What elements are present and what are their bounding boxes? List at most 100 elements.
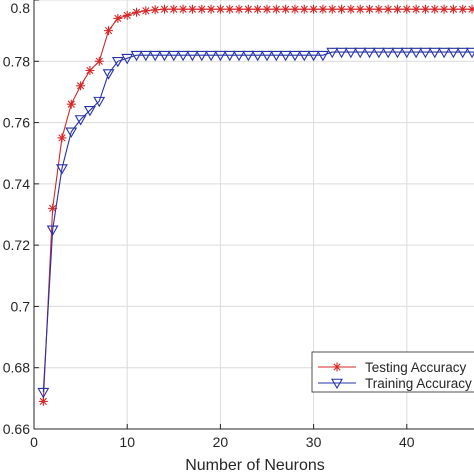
data-point bbox=[430, 4, 440, 14]
data-point bbox=[467, 4, 474, 14]
data-point bbox=[447, 47, 460, 59]
data-point bbox=[410, 47, 423, 59]
data-point bbox=[177, 50, 190, 62]
data-point bbox=[85, 65, 95, 75]
tick-labels: 0 10 20 30 40 0.66 0.68 0.7 0.72 0.74 0.76 0.78 0.8 bbox=[3, 0, 415, 450]
data-point bbox=[57, 133, 67, 143]
series-line-1 bbox=[42, 51, 474, 393]
data-point bbox=[299, 4, 309, 14]
data-point bbox=[121, 53, 134, 65]
data-point bbox=[141, 6, 151, 16]
data-point bbox=[242, 50, 255, 62]
data-point bbox=[344, 47, 357, 59]
data-point bbox=[38, 396, 48, 406]
data-point bbox=[139, 50, 152, 62]
data-point bbox=[281, 4, 291, 14]
legend-marker-1 bbox=[331, 378, 343, 390]
data-point bbox=[83, 106, 96, 117]
data-point bbox=[65, 127, 78, 138]
data-point bbox=[178, 4, 188, 14]
data-point bbox=[355, 4, 365, 14]
data-point bbox=[150, 5, 160, 15]
data-point bbox=[56, 164, 68, 175]
y-tick-label: 0.72 bbox=[3, 237, 30, 253]
data-point bbox=[270, 50, 283, 62]
data-point bbox=[205, 50, 218, 62]
y-tick-label: 0.7 bbox=[11, 298, 31, 314]
data-point bbox=[279, 50, 292, 62]
data-point bbox=[466, 47, 474, 59]
data-point bbox=[206, 4, 216, 14]
data-point bbox=[111, 56, 124, 68]
data-point bbox=[327, 4, 337, 14]
y-tick-label: 0.74 bbox=[3, 176, 30, 192]
data-point bbox=[419, 47, 432, 59]
data-point bbox=[318, 4, 328, 14]
data-point bbox=[335, 47, 348, 59]
data-point bbox=[439, 4, 449, 14]
data-point bbox=[363, 47, 376, 59]
x-axis-label: Number of Neurons bbox=[185, 457, 325, 474]
x-tick-label: 0 bbox=[30, 434, 38, 450]
data-point bbox=[225, 4, 235, 14]
data-point bbox=[298, 50, 311, 62]
data-point bbox=[448, 4, 458, 14]
series-0 bbox=[38, 4, 474, 406]
legend-marker-0 bbox=[332, 362, 342, 372]
data-point bbox=[428, 47, 441, 59]
data-point bbox=[104, 26, 114, 36]
data-point bbox=[458, 4, 468, 14]
data-point bbox=[307, 50, 320, 62]
data-point bbox=[365, 4, 375, 14]
data-point bbox=[187, 4, 197, 14]
data-point bbox=[290, 4, 300, 14]
data-point bbox=[316, 50, 329, 62]
data-point bbox=[271, 4, 281, 14]
data-point bbox=[253, 4, 263, 14]
data-point bbox=[391, 47, 404, 59]
series-layer bbox=[37, 4, 474, 406]
data-point bbox=[402, 4, 412, 14]
data-point bbox=[372, 47, 385, 59]
y-tick-label: 0.78 bbox=[3, 53, 30, 69]
data-point bbox=[169, 4, 179, 14]
legend-label-0: Testing Accuracy bbox=[365, 360, 467, 375]
data-point bbox=[149, 50, 162, 62]
x-tick-label: 20 bbox=[213, 434, 229, 450]
data-point bbox=[102, 69, 115, 80]
data-point bbox=[37, 387, 50, 399]
data-point bbox=[309, 4, 319, 14]
data-point bbox=[400, 47, 413, 59]
x-tick-label: 40 bbox=[399, 434, 415, 450]
data-point bbox=[420, 4, 430, 14]
data-point bbox=[130, 50, 143, 62]
x-tick-label: 10 bbox=[119, 434, 135, 450]
data-point bbox=[158, 50, 171, 62]
data-point bbox=[261, 50, 273, 62]
data-point bbox=[76, 81, 86, 91]
x-tick-label: 30 bbox=[306, 434, 322, 450]
data-point bbox=[94, 56, 104, 66]
data-point bbox=[197, 4, 207, 14]
data-point bbox=[354, 47, 367, 59]
data-point bbox=[456, 47, 469, 59]
legend-label-1: Training Accuracy bbox=[365, 376, 472, 391]
data-point bbox=[438, 47, 451, 59]
data-point bbox=[132, 7, 142, 17]
data-point bbox=[167, 50, 180, 62]
data-point bbox=[223, 50, 236, 62]
data-point bbox=[234, 4, 244, 14]
data-point bbox=[337, 4, 347, 14]
y-tick-label: 0.66 bbox=[3, 421, 30, 437]
axes bbox=[33, 0, 474, 430]
data-point bbox=[93, 96, 106, 108]
data-point bbox=[382, 47, 395, 59]
data-point bbox=[262, 4, 272, 14]
data-point bbox=[195, 50, 208, 62]
data-point bbox=[233, 50, 245, 62]
data-point bbox=[411, 4, 421, 14]
data-point bbox=[46, 225, 59, 236]
